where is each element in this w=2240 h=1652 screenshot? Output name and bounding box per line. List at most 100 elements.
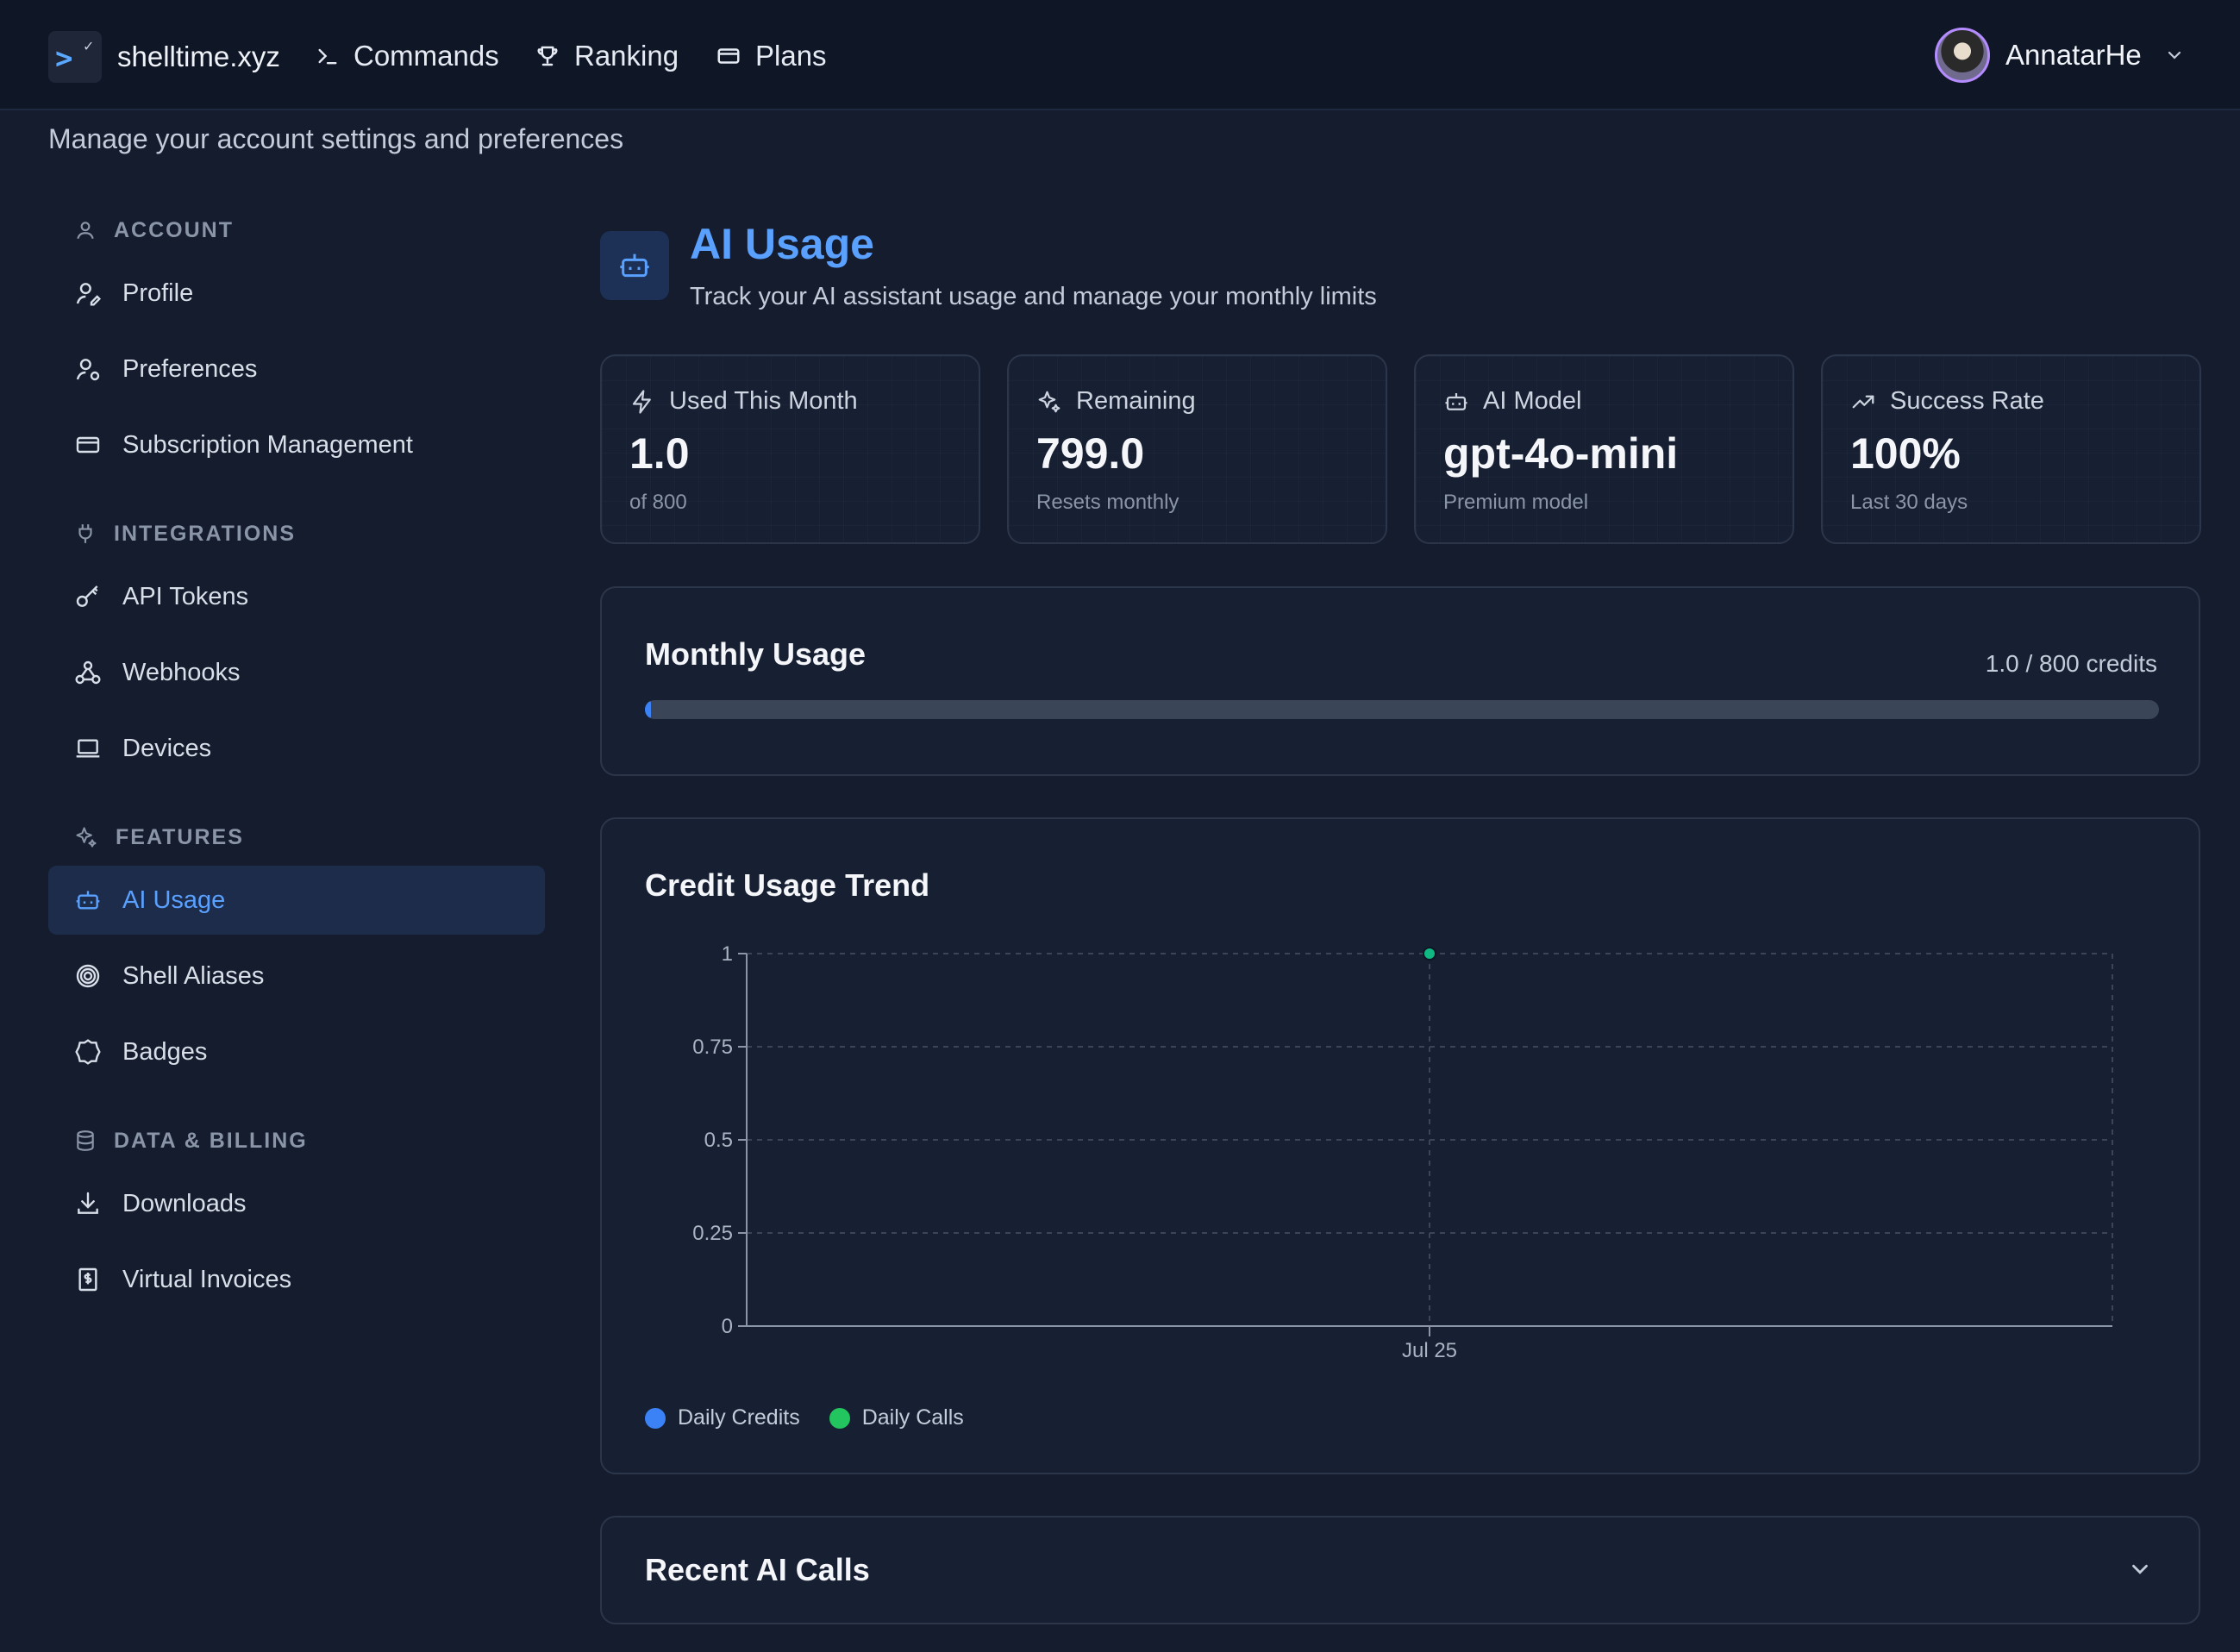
user-pen-icon: [76, 283, 102, 306]
user-menu[interactable]: AnnatarHe: [1935, 28, 2185, 83]
sidebar-item-shell-aliases[interactable]: Shell Aliases: [48, 942, 545, 1011]
stat-card-remaining: Remaining 799.0 Resets monthly: [1007, 354, 1387, 544]
sidebar-item-downloads[interactable]: Downloads: [48, 1169, 545, 1238]
database-icon: [77, 1130, 94, 1151]
legend-item-daily-credits[interactable]: Daily Credits: [645, 1405, 800, 1430]
monthly-usage-progress: [645, 700, 2159, 719]
stat-sub: Last 30 days: [1850, 491, 1968, 514]
data-point: [1423, 947, 1436, 961]
sidebar-group-data-billing: DATA & BILLING: [74, 1123, 308, 1158]
legend-label: Daily Calls: [861, 1405, 964, 1430]
sidebar-group-account: ACCOUNT: [74, 213, 234, 247]
laptop-icon: [76, 739, 100, 758]
sidebar-group-label: FEATURES: [116, 824, 244, 849]
user-name: AnnatarHe: [2005, 39, 2142, 71]
expand-button[interactable]: [2123, 1552, 2157, 1586]
stat-label-text: Success Rate: [1890, 387, 2044, 415]
monthly-usage-count: 1.0 / 800 credits: [1985, 650, 2157, 677]
user-cog-icon: [76, 359, 100, 381]
download-icon: [78, 1192, 98, 1214]
invoice-icon: [78, 1267, 97, 1292]
stat-label-text: Remaining: [1076, 387, 1196, 415]
stat-value: 100%: [1850, 429, 1961, 478]
nav-commands[interactable]: Commands: [316, 34, 499, 78]
stat-value: 799.0: [1036, 429, 1145, 478]
sidebar-item-label: Profile: [122, 278, 194, 307]
nav-plans-label: Plans: [755, 40, 827, 72]
nav-plans[interactable]: Plans: [716, 34, 827, 78]
sidebar-item-badges[interactable]: Badges: [48, 1017, 545, 1086]
y-tick-label: 1: [722, 942, 733, 966]
sidebar-item-label: Devices: [122, 734, 212, 762]
nav-ranking[interactable]: Ranking: [535, 34, 679, 78]
spiral-icon: [76, 964, 100, 988]
sidebar-group-features: FEATURES: [74, 820, 244, 854]
sidebar-item-preferences[interactable]: Preferences: [48, 335, 545, 404]
trending-up-icon: [1852, 395, 1874, 408]
sidebar-group-label: ACCOUNT: [114, 217, 234, 242]
sidebar-item-ai-usage[interactable]: AI Usage: [48, 866, 545, 935]
avatar: [1935, 28, 1990, 83]
brand[interactable]: > ✓ shelltime.xyz: [48, 31, 280, 83]
stat-card-used: Used This Month 1.0 of 800: [600, 354, 980, 544]
chart-legend: Daily Credits Daily Calls: [645, 1405, 993, 1430]
badge-icon: [75, 1039, 101, 1065]
legend-label: Daily Credits: [678, 1405, 800, 1430]
stat-label: Used This Month: [629, 387, 858, 416]
key-icon: [76, 585, 98, 607]
legend-dot: [645, 1407, 666, 1429]
stat-label-text: Used This Month: [669, 387, 858, 415]
brand-logo-icon: > ✓: [48, 31, 102, 83]
stat-card-model: AI Model gpt-4o-mini Premium model: [1414, 354, 1794, 544]
webhook-icon: [75, 660, 101, 685]
top-navigation: > ✓ shelltime.xyz Commands Ranking Plans …: [0, 0, 2240, 110]
credit-trend-panel: Credit Usage Trend 0 0.25 0.5 0.75 1 Jul 25 D…: [600, 817, 2200, 1474]
brand-name: shelltime.xyz: [117, 41, 280, 72]
bolt-icon: [632, 389, 651, 414]
page-title: AI Usage: [690, 220, 874, 268]
sidebar-item-webhooks[interactable]: Webhooks: [48, 638, 545, 707]
nav-ranking-label: Ranking: [574, 40, 679, 72]
monthly-usage-title: Monthly Usage: [645, 636, 867, 672]
sidebar-item-label: Shell Aliases: [122, 961, 265, 990]
sidebar-item-label: Webhooks: [122, 658, 241, 686]
sidebar-item-label: API Tokens: [122, 582, 249, 610]
ai-usage-header-icon: [600, 231, 669, 300]
sidebar-item-label: Downloads: [122, 1189, 247, 1217]
bot-icon: [76, 891, 100, 910]
credit-trend-chart: 0 0.25 0.5 0.75 1 Jul 25: [692, 942, 2113, 1362]
sidebar-item-virtual-invoices[interactable]: Virtual Invoices: [48, 1245, 545, 1314]
credit-trend-title: Credit Usage Trend: [645, 867, 930, 903]
sparkles-icon: [76, 827, 97, 848]
sidebar-item-subscription[interactable]: Subscription Management: [48, 410, 545, 479]
sidebar-group-label: DATA & BILLING: [114, 1128, 308, 1153]
sidebar-item-devices[interactable]: Devices: [48, 714, 545, 783]
nav-commands-label: Commands: [354, 40, 499, 72]
stat-sub: Premium model: [1443, 491, 1589, 514]
stat-card-success-rate: Success Rate 100% Last 30 days: [1821, 354, 2201, 544]
trophy-icon: [537, 46, 558, 66]
y-tick-label: 0: [722, 1315, 733, 1338]
sidebar-item-label: Preferences: [122, 354, 258, 383]
stat-sub: of 800: [629, 491, 687, 514]
y-tick-label: 0.75: [692, 1036, 733, 1059]
sparkles-icon: [1038, 391, 1061, 412]
legend-item-daily-calls[interactable]: Daily Calls: [829, 1405, 964, 1430]
monthly-usage-progress-fill: [645, 700, 652, 719]
stat-label: AI Model: [1443, 387, 1581, 416]
chevron-down-icon: [2132, 1564, 2148, 1574]
sidebar-item-api-tokens[interactable]: API Tokens: [48, 562, 545, 631]
y-tick-label: 0.25: [692, 1222, 733, 1245]
monthly-usage-panel: Monthly Usage 1.0 / 800 credits: [600, 586, 2200, 776]
sidebar-item-profile[interactable]: Profile: [48, 259, 545, 328]
plug-icon: [78, 524, 92, 543]
recent-ai-calls-panel[interactable]: Recent AI Calls: [600, 1516, 2200, 1624]
terminal-icon: [318, 48, 337, 65]
sidebar-item-label: Badges: [122, 1037, 208, 1066]
credit-card-icon: [717, 48, 740, 64]
bot-icon: [620, 253, 649, 278]
user-icon: [77, 222, 94, 240]
y-tick-label: 0.5: [704, 1129, 733, 1152]
sidebar-item-label: Subscription Management: [122, 430, 413, 459]
stat-value: 1.0: [629, 429, 690, 478]
